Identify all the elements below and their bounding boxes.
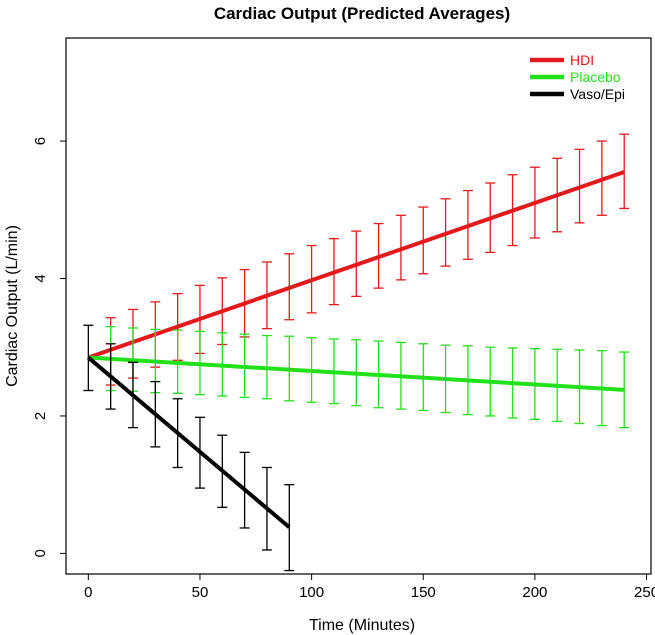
x-tick-label: 200 — [522, 584, 547, 601]
series-line-vaso-epi — [87, 356, 291, 529]
x-tick-label: 150 — [411, 584, 436, 601]
series-layer — [83, 133, 630, 572]
series-placebo — [88, 325, 630, 429]
x-tick-label: 50 — [192, 584, 209, 601]
plot-frame — [65, 37, 652, 575]
x-tick-label: 0 — [84, 584, 92, 601]
legend-label-vaso-epi: Vaso/Epi — [570, 86, 625, 102]
y-axis: 0 2 4 6 — [32, 137, 66, 558]
legend-label-hdi: HDI — [570, 52, 594, 68]
series-vaso-epi — [83, 324, 295, 572]
y-tick-label: 0 — [32, 549, 49, 557]
y-axis-label: Cardiac Output (L/min) — [4, 225, 21, 387]
y-tick-label: 4 — [32, 274, 49, 282]
series-line-placebo — [88, 355, 625, 392]
y-tick-label: 2 — [32, 412, 49, 420]
errorbar-vaso-epi — [284, 484, 295, 572]
x-tick-label: 100 — [299, 584, 324, 601]
legend-label-placebo: Placebo — [570, 69, 621, 85]
series-hdi — [87, 133, 630, 386]
x-axis-label: Time (Minutes) — [309, 617, 415, 634]
errorbar-hdi — [619, 133, 630, 210]
chart-title: Cardiac Output (Predicted Averages) — [214, 4, 510, 23]
x-tick-label: 250 — [634, 584, 655, 601]
series-line-hdi — [87, 170, 625, 360]
y-tick-label: 6 — [32, 137, 49, 145]
x-axis: 0 50 100 150 200 250 — [84, 574, 655, 601]
